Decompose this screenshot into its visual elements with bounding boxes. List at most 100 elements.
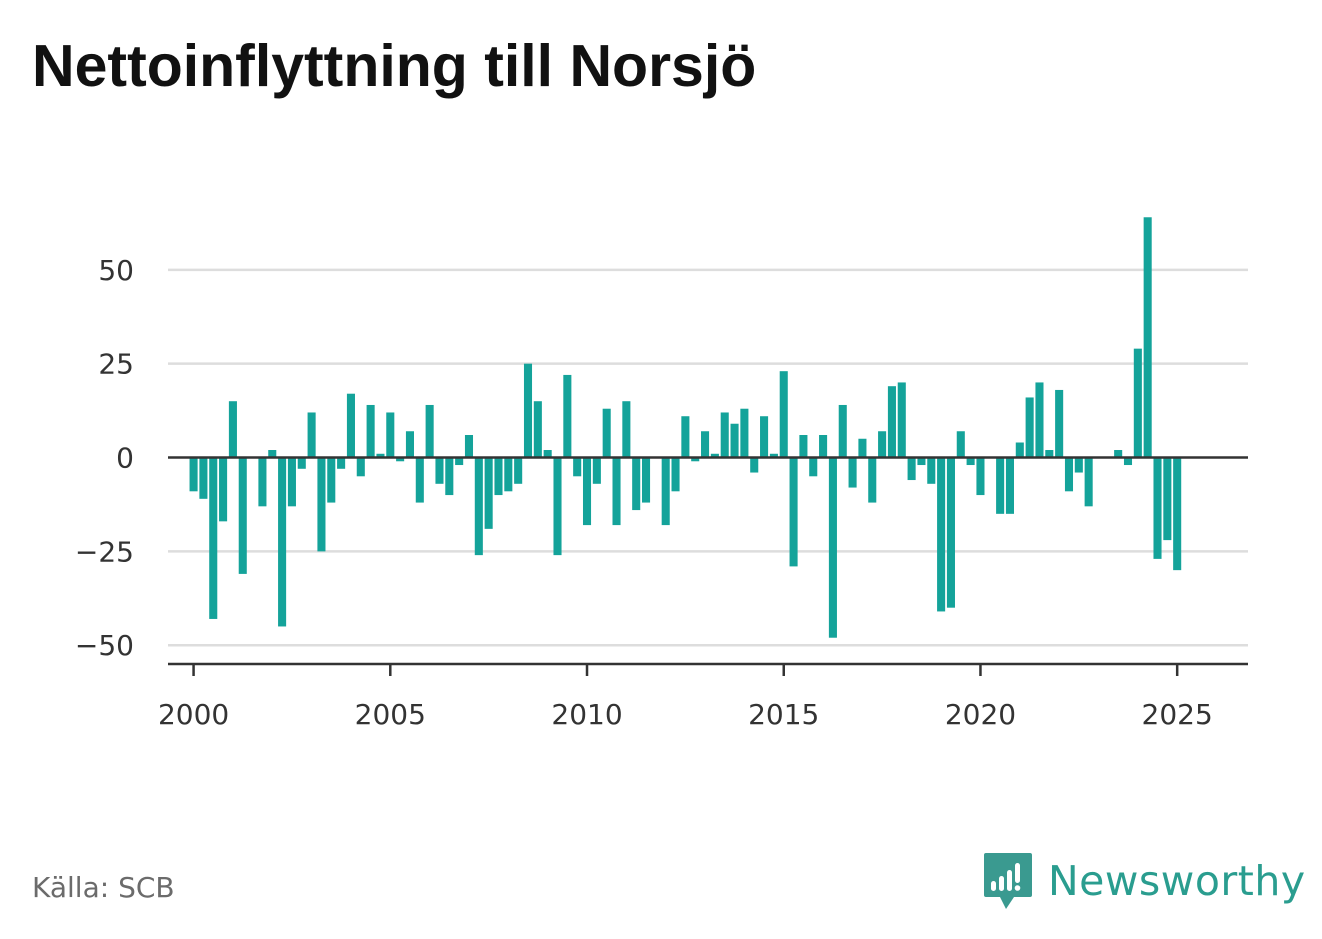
bar xyxy=(189,457,198,492)
bar xyxy=(1123,457,1133,466)
bar xyxy=(514,457,523,484)
bar xyxy=(602,408,611,458)
bar xyxy=(632,457,641,511)
grid-lines xyxy=(168,268,1248,647)
x-tick-label: 2015 xyxy=(748,698,819,731)
bar xyxy=(720,412,729,458)
y-tick-label: 50 xyxy=(98,254,134,287)
bar xyxy=(592,457,601,484)
bar xyxy=(858,438,867,458)
x-tick-label: 2010 xyxy=(551,698,622,731)
bar xyxy=(494,457,503,496)
bar xyxy=(464,435,474,458)
bar xyxy=(887,386,896,458)
y-axis-tick-labels: 50 25 0 −25 −50 xyxy=(75,254,134,662)
bar xyxy=(258,457,267,507)
bar xyxy=(209,457,218,619)
x-tick-label: 2020 xyxy=(945,698,1016,731)
bar xyxy=(366,404,375,458)
bar xyxy=(356,457,365,477)
bar xyxy=(484,457,493,529)
bar xyxy=(1143,217,1152,458)
bar xyxy=(1133,348,1142,458)
bar xyxy=(750,457,759,473)
y-tick-label: −50 xyxy=(75,629,134,662)
bar xyxy=(1163,457,1172,541)
bar xyxy=(287,457,296,507)
brand-name: Newsworthy xyxy=(1048,857,1306,905)
bar xyxy=(838,404,847,458)
bar xyxy=(730,423,739,458)
bar xyxy=(848,457,857,488)
bar xyxy=(996,457,1005,514)
bar xyxy=(819,435,828,458)
bar xyxy=(1173,457,1182,571)
bar xyxy=(937,457,946,612)
x-axis-ticks xyxy=(192,664,1179,676)
bar xyxy=(317,457,326,552)
source-label: Källa: SCB xyxy=(32,871,175,904)
bar xyxy=(278,457,287,627)
bar xyxy=(405,431,414,458)
bar xyxy=(415,457,424,503)
bar xyxy=(661,457,670,526)
brand: Newsworthy xyxy=(982,851,1306,911)
bar xyxy=(563,374,572,458)
bar xyxy=(760,416,769,458)
bar xyxy=(701,431,710,458)
bar xyxy=(573,457,582,477)
bar xyxy=(396,457,405,462)
bar xyxy=(927,457,936,484)
bar xyxy=(622,401,631,458)
y-tick-label: 25 xyxy=(98,348,134,381)
newsworthy-logo-icon xyxy=(984,853,1032,909)
bar xyxy=(710,453,719,458)
bar xyxy=(740,408,749,458)
bars xyxy=(189,217,1182,638)
bar xyxy=(376,453,385,458)
bar xyxy=(543,450,552,458)
bar xyxy=(828,457,837,638)
bar xyxy=(1035,382,1044,458)
bar xyxy=(878,431,887,458)
bar xyxy=(199,457,208,499)
bar xyxy=(268,450,277,458)
bar xyxy=(425,404,434,458)
bar xyxy=(523,363,533,458)
bar xyxy=(809,457,818,477)
bar xyxy=(219,457,228,522)
bar xyxy=(1055,389,1064,458)
y-tick-label: 0 xyxy=(116,442,134,475)
bar xyxy=(976,457,985,496)
x-tick-label: 2005 xyxy=(355,698,426,731)
bar xyxy=(553,457,562,556)
bar xyxy=(612,457,621,526)
bar xyxy=(671,457,680,492)
y-tick-label: −25 xyxy=(75,535,134,568)
bar xyxy=(789,457,798,567)
bar xyxy=(1025,397,1034,458)
bar xyxy=(769,453,778,458)
bar xyxy=(917,457,926,466)
bar xyxy=(504,457,513,492)
bar xyxy=(907,457,916,481)
bar xyxy=(386,412,395,458)
bar xyxy=(228,401,237,458)
x-tick-label: 2025 xyxy=(1142,698,1213,731)
bar xyxy=(337,457,346,469)
bar xyxy=(1153,457,1162,559)
x-tick-label: 2000 xyxy=(158,698,229,731)
bar xyxy=(956,431,965,458)
bar xyxy=(779,371,788,458)
bar xyxy=(799,435,808,458)
bar xyxy=(533,401,542,458)
bar xyxy=(474,457,483,556)
bar xyxy=(307,412,316,458)
bar xyxy=(946,457,955,608)
bar xyxy=(1084,457,1093,507)
bar xyxy=(1045,450,1054,458)
bar xyxy=(1005,457,1014,514)
bar xyxy=(1015,442,1024,458)
bar xyxy=(455,457,464,466)
